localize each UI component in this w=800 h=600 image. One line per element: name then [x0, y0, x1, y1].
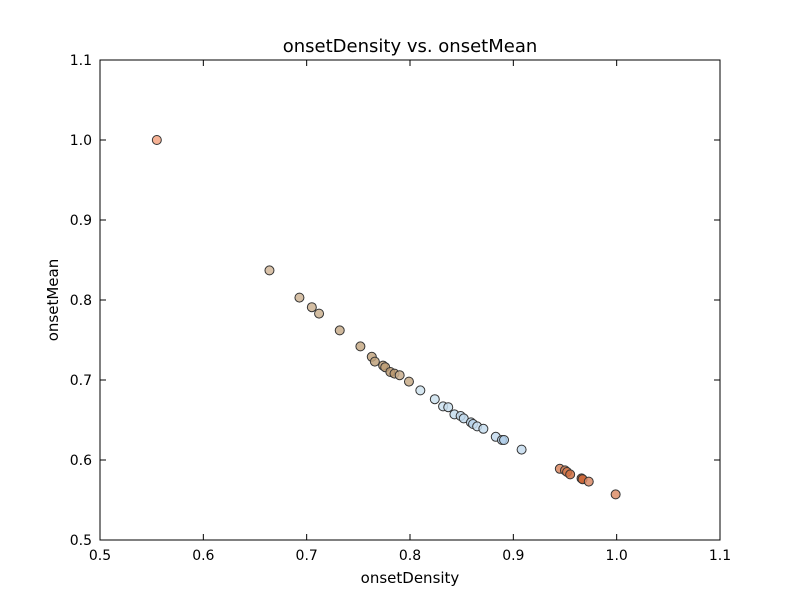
y-tick-label: 0.8 [70, 293, 92, 309]
y-tick-label: 0.9 [70, 213, 92, 229]
data-point [583, 476, 594, 487]
data-point [516, 444, 527, 455]
data-point [394, 370, 405, 381]
data-point [334, 325, 345, 336]
x-axis-label: onsetDensity [361, 569, 460, 587]
y-tick-label: 0.7 [70, 373, 92, 389]
y-tick-label: 0.5 [70, 533, 92, 549]
y-tick-label: 1.0 [70, 133, 92, 149]
data-point [369, 356, 380, 367]
y-axis-label: onsetMean [44, 259, 62, 341]
x-tick-label: 1.0 [606, 548, 628, 564]
x-tick-label: 0.8 [399, 548, 421, 564]
data-point [306, 302, 317, 313]
chart-title: onsetDensity vs. onsetMean [283, 36, 538, 57]
data-point [478, 423, 489, 434]
x-tick-label: 0.6 [192, 548, 214, 564]
y-tick-label: 1.1 [70, 53, 92, 69]
y-tick-label: 0.6 [70, 453, 92, 469]
x-tick-label: 0.5 [89, 548, 111, 564]
data-point [403, 376, 414, 387]
data-point [355, 341, 366, 352]
x-tick-label: 0.7 [296, 548, 318, 564]
data-point [264, 265, 275, 276]
data-points [151, 135, 621, 500]
data-point [429, 394, 440, 405]
data-point [415, 385, 426, 396]
data-point [443, 402, 454, 413]
x-tick-label: 1.1 [709, 548, 731, 564]
axis-ticks: 0.5 0.6 0.7 0.8 0.9 1.0 1.1 0.5 0.6 0.7 0.8 0.9 1.0 1… [70, 53, 731, 564]
x-tick-label: 0.9 [502, 548, 524, 564]
data-point [610, 489, 621, 500]
data-point [151, 135, 162, 145]
data-point [294, 292, 305, 303]
data-point [565, 469, 576, 480]
plot-frame [99, 59, 721, 541]
data-point [499, 435, 510, 445]
data-point [314, 308, 325, 319]
